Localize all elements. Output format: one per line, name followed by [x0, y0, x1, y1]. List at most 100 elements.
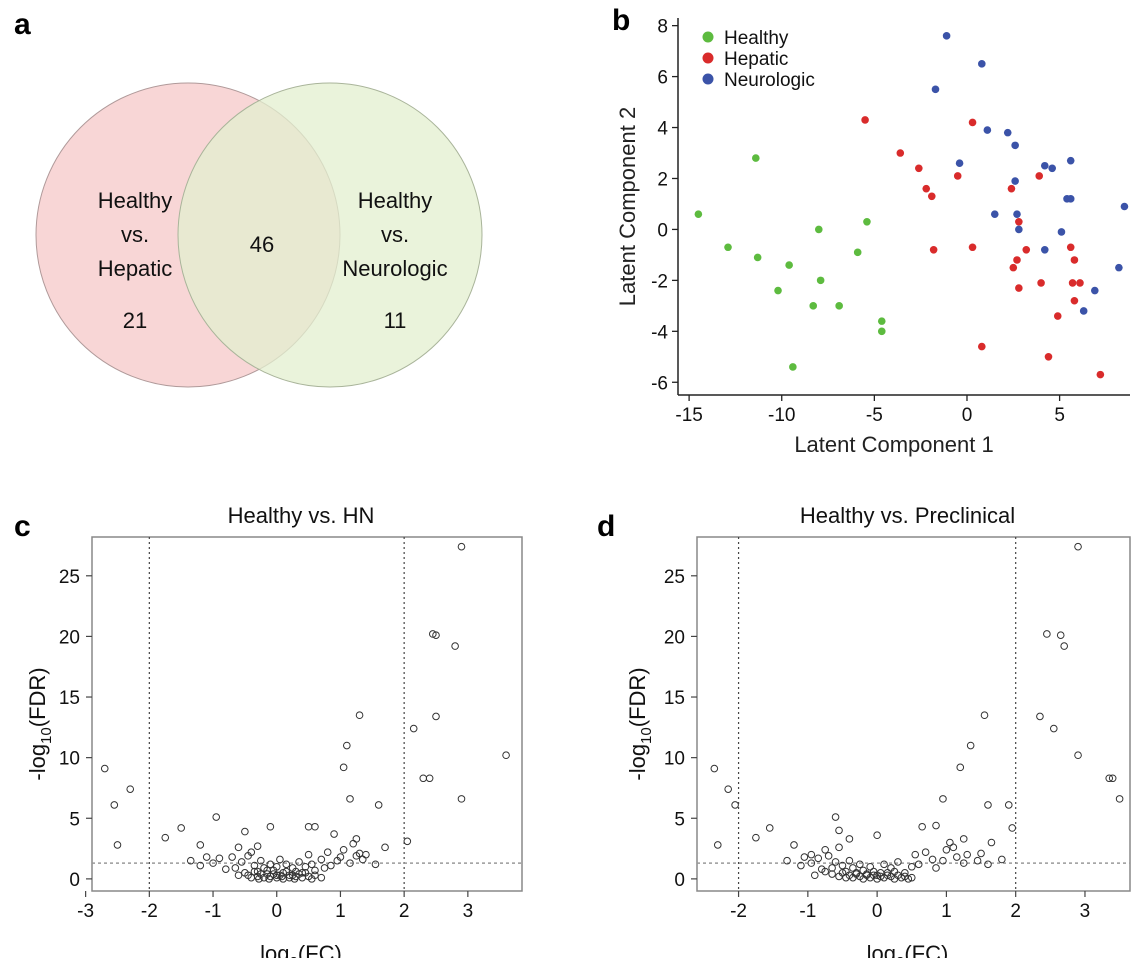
- data-point: [276, 855, 284, 864]
- data-point: [307, 860, 316, 869]
- x-tick-label: -1: [205, 901, 222, 922]
- data-point: [932, 864, 940, 872]
- data-point: [295, 870, 303, 878]
- data-point: [880, 860, 888, 869]
- data-point: [887, 864, 895, 872]
- data-point: [959, 859, 968, 867]
- chart-title: Healthy vs. HN: [228, 503, 375, 528]
- data-point: [110, 801, 119, 809]
- data-point: [269, 870, 278, 878]
- data-point: [290, 875, 299, 883]
- data-point: [1009, 263, 1018, 272]
- data-point: [853, 248, 862, 257]
- data-point: [783, 856, 791, 865]
- data-point: [161, 833, 170, 842]
- data-point: [285, 871, 294, 880]
- data-point: [835, 843, 843, 852]
- data-point: [880, 873, 888, 882]
- data-point: [257, 856, 265, 865]
- panel-label-c: c: [14, 510, 31, 543]
- data-point: [250, 867, 259, 876]
- data-point: [789, 363, 797, 371]
- data-point: [835, 826, 843, 835]
- data-point: [1079, 307, 1088, 315]
- data-point: [1063, 195, 1071, 203]
- data-point: [1011, 177, 1019, 185]
- data-point: [1115, 795, 1124, 803]
- x-tick-label: 1: [941, 901, 952, 922]
- data-point: [228, 853, 236, 861]
- data-point: [346, 795, 354, 803]
- data-point: [320, 864, 329, 872]
- data-point: [1066, 156, 1075, 165]
- data-point: [323, 848, 332, 857]
- legend-marker: [702, 52, 714, 64]
- data-point: [694, 210, 703, 218]
- data-point: [339, 845, 348, 854]
- data-point: [856, 872, 864, 881]
- data-point: [279, 875, 287, 883]
- data-point: [234, 843, 243, 852]
- data-point: [852, 870, 861, 878]
- data-point: [831, 858, 840, 866]
- data-point: [859, 875, 868, 883]
- data-point: [278, 872, 286, 881]
- data-point: [250, 861, 259, 870]
- data-point: [866, 873, 875, 882]
- venn-set2-line3: Neurologic: [342, 256, 447, 281]
- data-point: [1115, 263, 1123, 272]
- data-point: [918, 822, 926, 831]
- data-point: [241, 827, 249, 836]
- data-point: [897, 873, 906, 882]
- data-point: [1060, 642, 1068, 650]
- data-point: [358, 855, 367, 864]
- data-point: [939, 856, 947, 865]
- legend-label: Neurologic: [724, 70, 815, 91]
- data-point: [785, 261, 793, 269]
- data-point: [873, 871, 881, 880]
- data-point: [914, 860, 923, 869]
- data-point: [998, 855, 1006, 864]
- data-point: [901, 872, 909, 881]
- data-point: [821, 845, 829, 854]
- data-point: [932, 821, 940, 830]
- data-point: [973, 856, 982, 865]
- y-tick-label: 15: [664, 688, 685, 709]
- data-point: [241, 869, 249, 877]
- data-point: [1074, 542, 1082, 551]
- data-point: [1015, 217, 1023, 226]
- x-tick-label: 2: [399, 901, 410, 922]
- y-tick-label: 5: [69, 809, 80, 830]
- data-point: [978, 342, 986, 351]
- data-point: [126, 785, 135, 793]
- venn-set2-line2: vs.: [381, 222, 409, 247]
- data-point: [1040, 161, 1049, 170]
- data-point: [978, 60, 986, 68]
- data-point: [352, 852, 361, 860]
- y-tick-label: 2: [657, 169, 668, 190]
- data-point: [276, 871, 284, 880]
- data-point: [814, 854, 823, 863]
- data-point: [1053, 312, 1062, 320]
- data-point: [215, 854, 224, 863]
- data-point: [202, 853, 211, 861]
- data-point: [1066, 195, 1075, 203]
- data-point: [873, 875, 881, 883]
- x-tick-label: -3: [77, 901, 94, 922]
- data-point: [502, 751, 510, 760]
- data-point: [890, 875, 899, 883]
- x-axis-title: log2(FC): [867, 941, 949, 958]
- y-tick-label: 15: [59, 688, 80, 709]
- data-point: [371, 860, 380, 869]
- data-point: [292, 867, 300, 876]
- data-point: [425, 774, 434, 783]
- legend-marker: [702, 31, 714, 43]
- data-point: [244, 852, 252, 860]
- legend-label: Healthy: [724, 28, 789, 49]
- x-tick-label: -2: [730, 901, 747, 922]
- data-point: [828, 864, 836, 872]
- data-point: [752, 154, 760, 162]
- data-point: [285, 873, 294, 882]
- y-tick-label: 8: [657, 17, 668, 38]
